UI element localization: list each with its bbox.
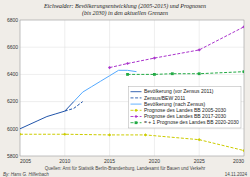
chart: 5800 6000 6200 6400 6600 6800 2005 2010 2015 2020… (0, 0, 250, 177)
series (20, 102, 74, 129)
series-marker (243, 70, 244, 73)
legend-label: Prognose des Landes BB 2005-2030 (144, 107, 226, 113)
x-tick-label: 2010 (59, 158, 70, 164)
y-tick-label: 5800 (7, 153, 18, 159)
footnote: By: Hans G. Hilferbach (3, 172, 49, 177)
series (108, 25, 244, 69)
footnote: 14.11.2024 (225, 172, 248, 177)
series-marker (126, 62, 129, 65)
series-line (20, 102, 74, 129)
series-marker (20, 133, 22, 136)
y-tick-label: 6800 (7, 17, 18, 23)
y-tick-label: 6000 (7, 126, 18, 132)
legend-label: Zensus/BEW 2011 (144, 95, 186, 101)
series-line (128, 72, 244, 75)
x-tick-label: 2005 (20, 158, 31, 164)
series-marker (108, 66, 111, 69)
series-marker (198, 138, 201, 141)
legend-items: Bevölkerung (vor Zensus 2011)Zensus/BEW … (131, 88, 240, 125)
series-marker (63, 133, 66, 136)
legend-label: Bevölkerung (nach Zensus) (144, 101, 205, 107)
series-marker (242, 25, 244, 28)
series-marker (153, 73, 156, 76)
series (20, 133, 244, 153)
legend-swatch (131, 97, 142, 98)
legend: Bevölkerung (vor Zensus 2011)Zensus/BEW … (128, 86, 241, 128)
footnote: Quellen: Amt für Statistik Berlin-Brande… (45, 166, 206, 171)
grid (20, 20, 244, 156)
y-tick-label: 6200 (7, 98, 18, 104)
x-tick-label: 2020 (149, 158, 160, 164)
series-marker (108, 133, 111, 136)
legend-label: = + 1 Prognose des Landes BB 2020-2030 (144, 119, 239, 125)
legend-marker (134, 115, 137, 118)
legend-swatch (131, 91, 142, 92)
grid-line (20, 74, 244, 75)
series (65, 102, 83, 112)
title-line: (bis 2030) in den aktuellen Grenzen (82, 10, 168, 17)
series (126, 70, 244, 76)
x-tick-label: 2015 (104, 158, 115, 164)
legend-swatch (131, 104, 142, 105)
legend-label: Prognose des Landes BB 2017-2030 (144, 113, 226, 119)
series-marker (144, 133, 147, 136)
legend-marker (135, 121, 138, 124)
y-tick-label: 6600 (7, 44, 18, 50)
data-layer (20, 25, 244, 152)
legend-marker (134, 109, 137, 112)
legend-label: Bevölkerung (vor Zensus 2011) (144, 88, 214, 94)
series-line (110, 27, 244, 68)
series-marker (198, 48, 201, 51)
series-marker (126, 73, 129, 76)
series-marker (242, 149, 244, 152)
x-tick-label: 2030 (233, 158, 244, 164)
series-line (74, 70, 137, 101)
series-line (20, 134, 244, 150)
series-marker (171, 72, 174, 75)
legend-swatch (131, 122, 142, 123)
title: Eichwalder: Bevölkerungsentwicklung (200… (43, 3, 206, 17)
plot-frame (20, 20, 244, 156)
series (74, 70, 137, 101)
plot-area (20, 20, 244, 156)
y-tick-label: 6400 (7, 71, 18, 77)
series-line (65, 102, 83, 112)
grid-line (20, 47, 244, 48)
legend-box (128, 86, 241, 128)
x-tick-label: 2025 (194, 158, 205, 164)
series-marker (198, 72, 201, 75)
series-marker (153, 56, 156, 59)
grid-line (20, 128, 244, 129)
